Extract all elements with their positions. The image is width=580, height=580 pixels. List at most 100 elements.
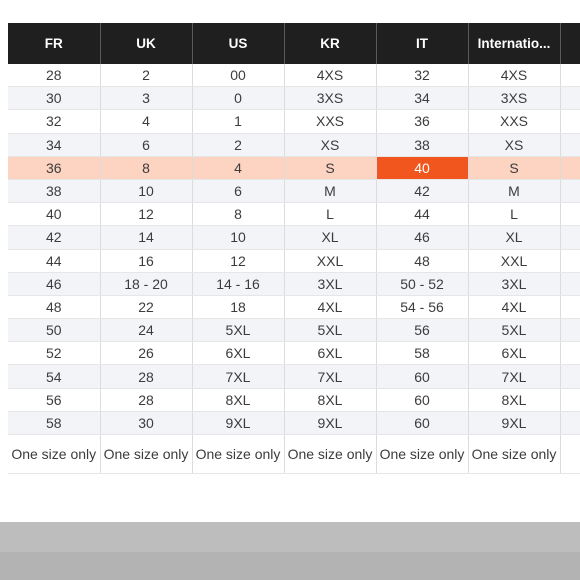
cell-us[interactable]: 8 bbox=[192, 202, 285, 227]
table-row[interactable]: 34 6 2 XS 38 XS bbox=[8, 133, 580, 157]
column-header-uk[interactable]: UK bbox=[100, 23, 193, 64]
cell-international[interactable]: 3XL bbox=[468, 272, 561, 296]
cell-extra[interactable] bbox=[560, 411, 580, 436]
cell-uk[interactable]: 16 bbox=[100, 249, 193, 273]
cell-international[interactable]: 9XL bbox=[468, 411, 561, 436]
column-header-extra[interactable] bbox=[560, 23, 580, 64]
cell-kr[interactable]: One size only bbox=[284, 434, 377, 474]
cell-kr[interactable]: 6XL bbox=[284, 341, 377, 366]
cell-us[interactable]: 2 bbox=[192, 133, 285, 157]
cell-kr[interactable]: XL bbox=[284, 225, 377, 250]
cell-extra[interactable] bbox=[560, 249, 580, 273]
cell-us[interactable]: 1 bbox=[192, 109, 285, 134]
cell-it[interactable]: 56 bbox=[376, 318, 469, 343]
table-row[interactable]: 40 12 8 L 44 L bbox=[8, 202, 580, 227]
table-row[interactable]: One size only One size only One size only O… bbox=[8, 434, 580, 474]
cell-us[interactable]: 6 bbox=[192, 179, 285, 204]
cell-extra[interactable] bbox=[560, 388, 580, 412]
cell-us[interactable]: 10 bbox=[192, 225, 285, 250]
cell-international[interactable]: One size only bbox=[468, 434, 561, 474]
cell-fr[interactable]: 58 bbox=[8, 411, 101, 436]
cell-fr[interactable]: 46 bbox=[8, 272, 101, 296]
cell-international[interactable]: XS bbox=[468, 133, 561, 157]
cell-international[interactable]: 5XL bbox=[468, 318, 561, 343]
cell-fr[interactable]: 50 bbox=[8, 318, 101, 343]
cell-extra[interactable] bbox=[560, 318, 580, 343]
cell-kr[interactable]: 7XL bbox=[284, 364, 377, 389]
cell-it[interactable]: 40 bbox=[376, 156, 469, 180]
cell-kr[interactable]: S bbox=[284, 156, 377, 180]
cell-fr[interactable]: 30 bbox=[8, 86, 101, 111]
cell-international[interactable]: XL bbox=[468, 225, 561, 250]
table-row[interactable]: 56 28 8XL 8XL 60 8XL bbox=[8, 388, 580, 412]
cell-fr[interactable]: 42 bbox=[8, 225, 101, 250]
cell-it[interactable]: 60 bbox=[376, 364, 469, 389]
cell-uk[interactable]: 8 bbox=[100, 156, 193, 180]
cell-kr[interactable]: 3XL bbox=[284, 272, 377, 296]
cell-us[interactable]: 9XL bbox=[192, 411, 285, 436]
cell-kr[interactable]: 5XL bbox=[284, 318, 377, 343]
cell-it[interactable]: 34 bbox=[376, 86, 469, 111]
cell-uk[interactable]: 24 bbox=[100, 318, 193, 343]
cell-uk[interactable]: 4 bbox=[100, 109, 193, 134]
cell-it[interactable]: 60 bbox=[376, 411, 469, 436]
cell-fr[interactable]: 48 bbox=[8, 295, 101, 320]
cell-uk[interactable]: 28 bbox=[100, 364, 193, 389]
table-row[interactable]: 44 16 12 XXL 48 XXL bbox=[8, 249, 580, 273]
cell-uk[interactable]: 18 - 20 bbox=[100, 272, 193, 296]
cell-us[interactable]: 00 bbox=[192, 64, 285, 88]
column-header-international[interactable]: Internatio... bbox=[468, 23, 561, 64]
cell-extra[interactable] bbox=[560, 225, 580, 250]
cell-uk[interactable]: 14 bbox=[100, 225, 193, 250]
cell-international[interactable]: 4XS bbox=[468, 64, 561, 88]
cell-us[interactable]: 12 bbox=[192, 249, 285, 273]
cell-uk[interactable]: 28 bbox=[100, 388, 193, 412]
cell-kr[interactable]: 4XS bbox=[284, 64, 377, 88]
table-row[interactable]: 28 2 00 4XS 32 4XS bbox=[8, 64, 580, 88]
cell-uk[interactable]: 30 bbox=[100, 411, 193, 436]
cell-international[interactable]: M bbox=[468, 179, 561, 204]
cell-uk[interactable]: 10 bbox=[100, 179, 193, 204]
cell-uk[interactable]: 26 bbox=[100, 341, 193, 366]
cell-fr[interactable]: 56 bbox=[8, 388, 101, 412]
cell-kr[interactable]: 3XS bbox=[284, 86, 377, 111]
cell-fr[interactable]: 52 bbox=[8, 341, 101, 366]
cell-extra[interactable] bbox=[560, 109, 580, 134]
column-header-it[interactable]: IT bbox=[376, 23, 469, 64]
cell-fr[interactable]: 34 bbox=[8, 133, 101, 157]
cell-kr[interactable]: XXS bbox=[284, 109, 377, 134]
cell-extra[interactable] bbox=[560, 434, 580, 474]
cell-fr[interactable]: 28 bbox=[8, 64, 101, 88]
table-row[interactable]: 30 3 0 3XS 34 3XS bbox=[8, 86, 580, 111]
cell-us[interactable]: 0 bbox=[192, 86, 285, 111]
cell-fr[interactable]: 40 bbox=[8, 202, 101, 227]
cell-kr[interactable]: XXL bbox=[284, 249, 377, 273]
cell-it[interactable]: 36 bbox=[376, 109, 469, 134]
cell-international[interactable]: 3XS bbox=[468, 86, 561, 111]
cell-it[interactable]: 48 bbox=[376, 249, 469, 273]
table-row[interactable]: 32 4 1 XXS 36 XXS bbox=[8, 109, 580, 134]
cell-us[interactable]: 6XL bbox=[192, 341, 285, 366]
cell-international[interactable]: 4XL bbox=[468, 295, 561, 320]
cell-us[interactable]: 14 - 16 bbox=[192, 272, 285, 296]
cell-international[interactable]: 6XL bbox=[468, 341, 561, 366]
table-row[interactable]: 48 22 18 4XL 54 - 56 4XL bbox=[8, 295, 580, 320]
cell-it[interactable]: 46 bbox=[376, 225, 469, 250]
cell-kr[interactable]: 9XL bbox=[284, 411, 377, 436]
table-row[interactable]: 50 24 5XL 5XL 56 5XL bbox=[8, 318, 580, 343]
cell-fr[interactable]: One size only bbox=[8, 434, 101, 474]
cell-uk[interactable]: 22 bbox=[100, 295, 193, 320]
cell-international[interactable]: 8XL bbox=[468, 388, 561, 412]
cell-it[interactable]: 44 bbox=[376, 202, 469, 227]
cell-us[interactable]: 7XL bbox=[192, 364, 285, 389]
cell-uk[interactable]: 12 bbox=[100, 202, 193, 227]
cell-us[interactable]: One size only bbox=[192, 434, 285, 474]
cell-it[interactable]: 32 bbox=[376, 64, 469, 88]
cell-it[interactable]: 50 - 52 bbox=[376, 272, 469, 296]
cell-extra[interactable] bbox=[560, 364, 580, 389]
cell-international[interactable]: XXL bbox=[468, 249, 561, 273]
cell-extra[interactable] bbox=[560, 341, 580, 366]
column-header-us[interactable]: US bbox=[192, 23, 285, 64]
column-header-fr[interactable]: FR bbox=[8, 23, 101, 64]
cell-uk[interactable]: 3 bbox=[100, 86, 193, 111]
